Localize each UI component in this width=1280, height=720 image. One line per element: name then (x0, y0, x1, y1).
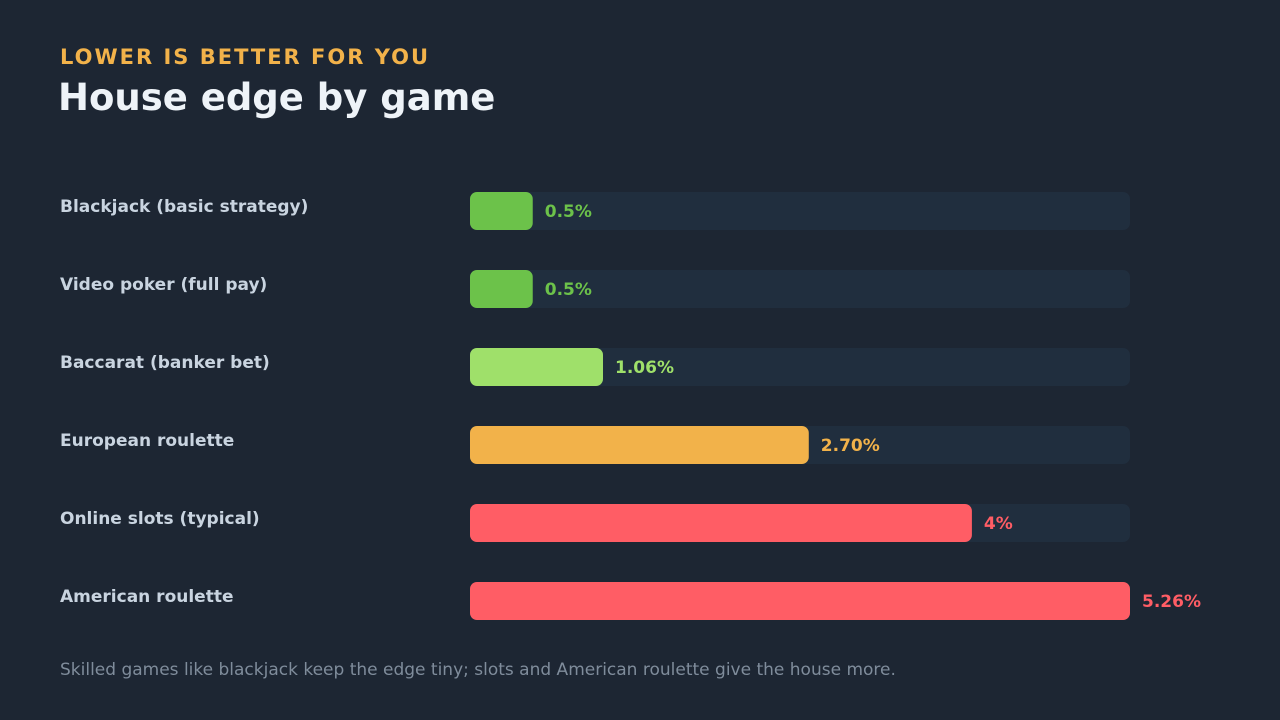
bar-track (470, 348, 1130, 386)
category-label: Online slots (typical) (60, 509, 260, 529)
bar (470, 192, 533, 230)
category-label: Blackjack (basic strategy) (60, 197, 308, 217)
value-label: 4% (984, 514, 1013, 534)
value-label: 0.5% (545, 202, 592, 222)
category-label: European roulette (60, 431, 234, 451)
bar-track (470, 270, 1130, 308)
category-label: American roulette (60, 587, 234, 607)
bar-track (470, 192, 1130, 230)
value-label: 0.5% (545, 280, 592, 300)
value-label: 5.26% (1142, 592, 1201, 612)
bar (470, 348, 604, 386)
chart-title: House edge by game (58, 76, 496, 119)
bar (470, 582, 1130, 620)
value-label: 1.06% (615, 358, 674, 378)
value-label: 2.70% (821, 436, 880, 456)
chart-subtitle: LOWER IS BETTER FOR YOU (60, 45, 431, 69)
bar (470, 504, 972, 542)
category-label: Video poker (full pay) (60, 275, 267, 295)
category-label: Baccarat (banker bet) (60, 353, 270, 373)
chart-footnote: Skilled games like blackjack keep the ed… (60, 660, 896, 680)
bar (470, 426, 809, 464)
bar (470, 270, 533, 308)
